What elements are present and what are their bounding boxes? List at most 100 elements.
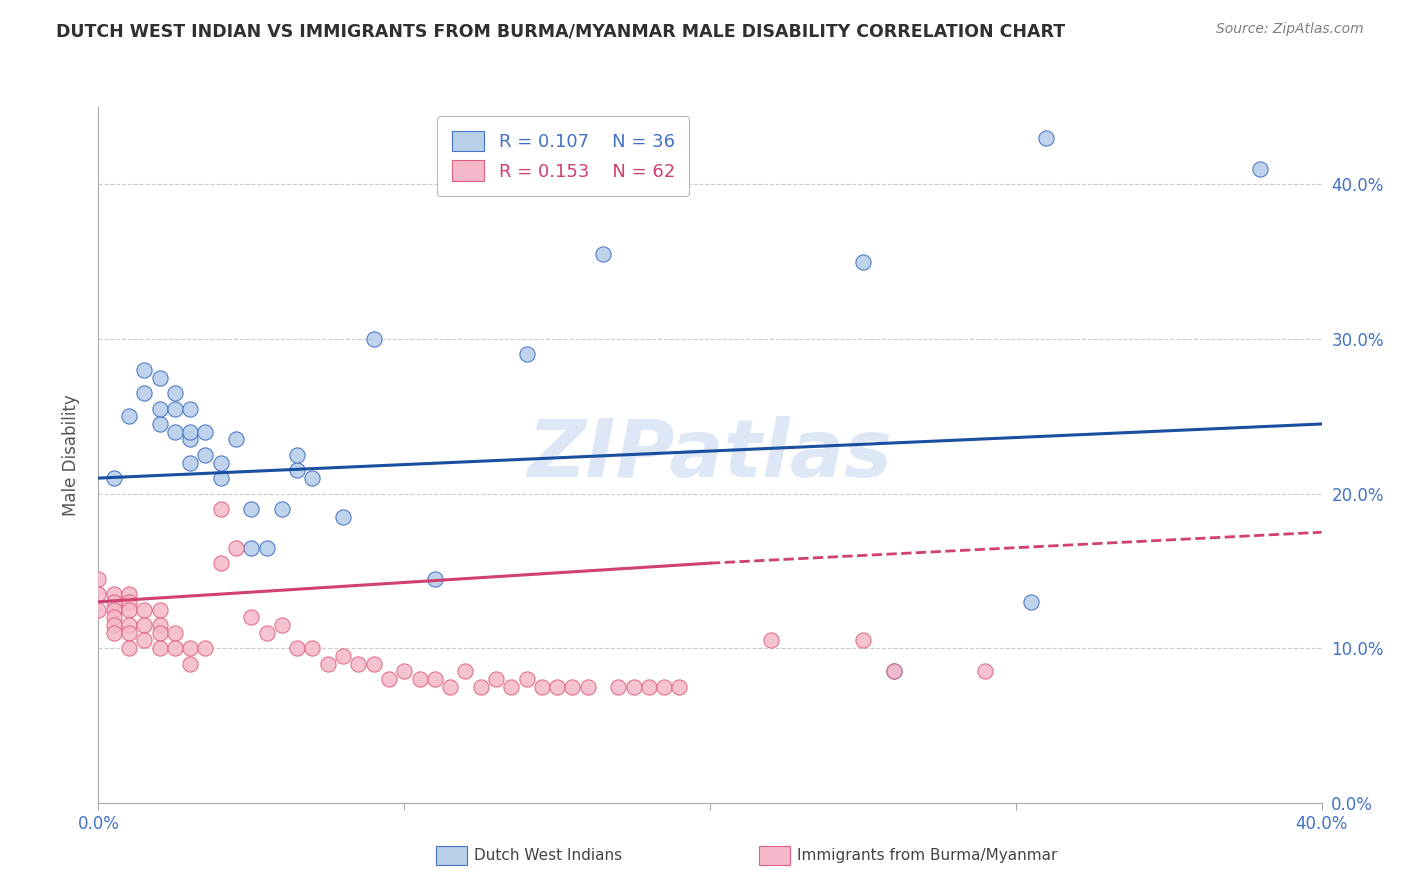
Point	[470, 680, 492, 694]
Point	[134, 386, 156, 401]
Point	[194, 425, 217, 439]
Point	[149, 625, 172, 640]
Text: Source: ZipAtlas.com: Source: ZipAtlas.com	[1216, 22, 1364, 37]
Point	[179, 456, 201, 470]
Point	[332, 648, 354, 663]
Point	[225, 541, 247, 555]
Point	[332, 509, 354, 524]
Point	[852, 254, 875, 268]
Point	[516, 672, 538, 686]
Point	[516, 347, 538, 361]
Point	[179, 401, 201, 416]
Point	[240, 502, 263, 516]
Point	[668, 680, 690, 694]
Point	[270, 502, 292, 516]
Point	[163, 625, 186, 640]
Point	[179, 657, 201, 671]
Point	[87, 572, 110, 586]
Point	[240, 541, 263, 555]
Point	[209, 471, 232, 485]
Point	[316, 657, 339, 671]
Point	[179, 641, 201, 656]
Point	[118, 625, 141, 640]
Point	[1035, 131, 1057, 145]
Point	[103, 625, 125, 640]
Point	[561, 680, 583, 694]
Point	[256, 541, 278, 555]
Point	[423, 672, 446, 686]
Point	[225, 433, 247, 447]
Point	[270, 618, 292, 632]
Point	[485, 672, 508, 686]
Text: Dutch West Indians: Dutch West Indians	[474, 848, 621, 863]
Point	[179, 425, 201, 439]
Point	[1249, 161, 1271, 176]
Point	[530, 680, 553, 694]
Point	[240, 610, 263, 624]
Point	[179, 433, 201, 447]
Point	[149, 641, 172, 656]
Y-axis label: Male Disability: Male Disability	[62, 394, 80, 516]
Legend: R = 0.107    N = 36, R = 0.153    N = 62: R = 0.107 N = 36, R = 0.153 N = 62	[437, 116, 689, 195]
Point	[301, 471, 323, 485]
Point	[149, 370, 172, 384]
Text: Immigrants from Burma/Myanmar: Immigrants from Burma/Myanmar	[797, 848, 1057, 863]
Point	[285, 463, 308, 477]
Point	[883, 665, 905, 679]
Point	[392, 665, 416, 679]
Point	[163, 386, 186, 401]
Point	[194, 641, 217, 656]
Point	[285, 641, 308, 656]
Point	[501, 680, 523, 694]
Point	[194, 448, 217, 462]
Point	[118, 409, 141, 424]
Point	[87, 602, 110, 616]
Point	[149, 417, 172, 431]
Point	[363, 332, 385, 346]
Point	[134, 363, 156, 377]
Point	[546, 680, 568, 694]
Point	[118, 618, 141, 632]
Point	[652, 680, 675, 694]
Point	[118, 641, 141, 656]
Point	[87, 587, 110, 601]
Point	[149, 618, 172, 632]
Point	[883, 665, 905, 679]
Point	[256, 625, 278, 640]
Point	[209, 556, 232, 570]
Point	[454, 665, 477, 679]
Point	[118, 595, 141, 609]
Point	[103, 471, 125, 485]
Point	[852, 633, 875, 648]
Point	[134, 618, 156, 632]
Point	[408, 672, 430, 686]
Point	[637, 680, 661, 694]
Point	[607, 680, 630, 694]
Point	[103, 602, 125, 616]
Point	[301, 641, 323, 656]
Point	[209, 502, 232, 516]
Point	[134, 633, 156, 648]
Text: DUTCH WEST INDIAN VS IMMIGRANTS FROM BURMA/MYANMAR MALE DISABILITY CORRELATION C: DUTCH WEST INDIAN VS IMMIGRANTS FROM BUR…	[56, 22, 1066, 40]
Point	[103, 610, 125, 624]
Point	[209, 456, 232, 470]
Point	[163, 425, 186, 439]
Point	[423, 572, 446, 586]
Point	[1019, 595, 1042, 609]
Point	[149, 401, 172, 416]
Point	[163, 641, 186, 656]
Point	[103, 595, 125, 609]
Point	[118, 587, 141, 601]
Point	[363, 657, 385, 671]
Point	[347, 657, 370, 671]
Point	[378, 672, 401, 686]
Point	[118, 602, 141, 616]
Point	[623, 680, 645, 694]
Point	[163, 401, 186, 416]
Text: ZIPatlas: ZIPatlas	[527, 416, 893, 494]
Point	[974, 665, 997, 679]
Point	[439, 680, 461, 694]
Point	[149, 602, 172, 616]
Point	[576, 680, 599, 694]
Point	[103, 618, 125, 632]
